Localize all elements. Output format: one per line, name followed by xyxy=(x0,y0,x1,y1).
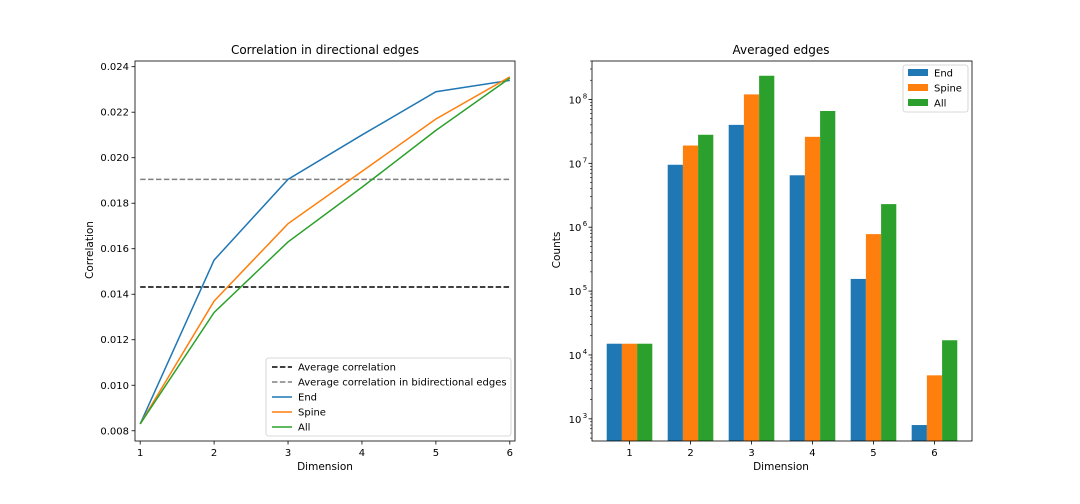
legend: End Spine All xyxy=(902,64,969,113)
legend-swatch xyxy=(908,69,928,76)
x-tick-label: 6 xyxy=(931,448,937,459)
series-line xyxy=(139,76,511,425)
legend-label: All xyxy=(298,423,310,434)
legend-swatch xyxy=(908,99,928,106)
plot-frame xyxy=(134,60,516,442)
x-tick-label: 1 xyxy=(626,448,632,459)
legend-label: End xyxy=(934,69,953,80)
legend-label: Spine xyxy=(298,408,326,419)
x-tick-label: 3 xyxy=(285,448,291,459)
y-tick-label-base: 10 xyxy=(569,159,582,170)
bar xyxy=(926,375,943,441)
y-tick-label: 0.008 xyxy=(100,426,129,437)
bar xyxy=(911,425,927,441)
x-tick-label: 2 xyxy=(687,448,693,459)
x-tick-label: 3 xyxy=(748,448,754,459)
y-tick-label: 10 7 xyxy=(569,156,588,170)
bar xyxy=(667,164,683,442)
legend-swatch xyxy=(908,84,928,91)
y-tick-label-exponent: 7 xyxy=(583,156,587,164)
y-tick-label-exponent: 4 xyxy=(583,348,588,356)
y-tick-label: 10 5 xyxy=(569,284,588,298)
y-tick-label: 0.010 xyxy=(100,381,129,392)
bar xyxy=(682,145,699,441)
y-tick-label: 0.016 xyxy=(100,244,129,255)
bar xyxy=(606,343,622,441)
legend-label: End xyxy=(298,393,317,404)
series-line xyxy=(139,77,511,425)
y-tick-label-exponent: 3 xyxy=(583,412,587,420)
bar xyxy=(637,343,653,441)
legend-frame xyxy=(265,357,512,437)
y-axis-label: Counts xyxy=(551,232,563,269)
bar xyxy=(698,134,714,441)
y-tick-label: 10 6 xyxy=(569,220,588,234)
x-tick-label: 5 xyxy=(870,448,876,459)
y-tick-label-base: 10 xyxy=(569,223,582,234)
y-tick-label-base: 10 xyxy=(569,287,582,298)
bar xyxy=(850,278,866,441)
legend-label: Average correlation xyxy=(298,363,396,374)
bar xyxy=(728,124,744,441)
y-tick-label: 0.014 xyxy=(100,290,129,301)
legend: Average correlation Average correlation i… xyxy=(265,357,512,437)
y-tick-label-base: 10 xyxy=(569,415,582,426)
bar xyxy=(621,343,638,441)
y-tick-label: 0.012 xyxy=(100,335,129,346)
bar xyxy=(942,340,958,441)
y-tick-label-exponent: 8 xyxy=(583,92,587,100)
y-tick-label-exponent: 5 xyxy=(583,284,587,292)
x-tick-label: 4 xyxy=(809,448,815,459)
x-tick-label: 2 xyxy=(211,448,217,459)
chart-title: Averaged edges xyxy=(733,43,830,57)
bar xyxy=(743,94,760,442)
line-chart-correlation: 1 2 3 4 5 6 0.008 0.010 0.012 0.014 0.016 0.018 0.02… xyxy=(100,60,516,459)
bar xyxy=(865,234,882,441)
y-tick-label: 10 8 xyxy=(569,92,588,106)
chart-title: Correlation in directional edges xyxy=(231,43,419,57)
y-tick-label: 0.020 xyxy=(100,153,129,164)
y-tick-label: 10 4 xyxy=(569,348,588,362)
legend-label: Spine xyxy=(934,84,962,95)
x-tick-label: 4 xyxy=(359,448,365,459)
y-tick-label: 0.022 xyxy=(100,108,129,119)
series-line xyxy=(139,79,510,425)
legend-label: Average correlation in bidirectional edg… xyxy=(298,378,507,389)
plot-frame xyxy=(591,60,973,442)
x-tick-label: 1 xyxy=(137,448,143,459)
bar xyxy=(820,110,836,441)
y-tick-label-base: 10 xyxy=(569,95,582,106)
x-tick-label: 6 xyxy=(507,448,513,459)
y-tick-label-base: 10 xyxy=(569,351,582,362)
bar xyxy=(804,136,821,442)
bar xyxy=(759,75,775,441)
y-tick-label: 0.024 xyxy=(100,62,129,73)
y-tick-label: 0.018 xyxy=(100,199,129,210)
x-axis-label: Dimension xyxy=(297,461,353,473)
y-axis-label: Correlation xyxy=(84,221,96,279)
legend-label: All xyxy=(934,99,946,110)
y-tick-label-exponent: 6 xyxy=(583,220,588,228)
x-axis-label: Dimension xyxy=(753,461,809,473)
bar xyxy=(789,175,805,441)
x-tick-label: 5 xyxy=(433,448,439,459)
y-tick-label: 10 3 xyxy=(569,412,588,426)
bar xyxy=(881,204,897,441)
